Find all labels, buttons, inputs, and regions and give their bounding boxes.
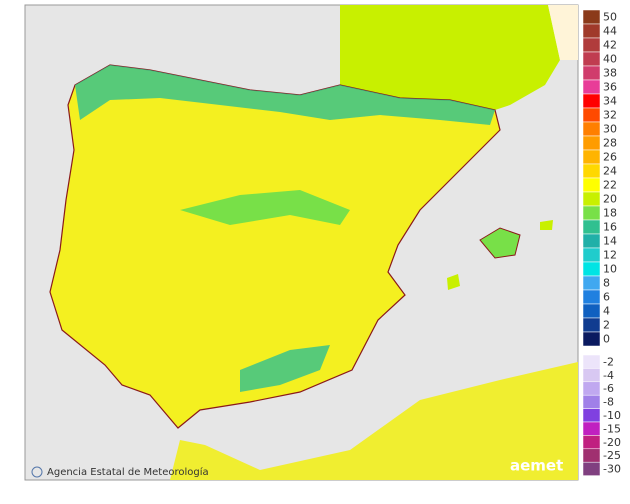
legend-swatch [582, 93, 601, 109]
legend-label: 0 [603, 333, 610, 346]
legend-label: 20 [603, 193, 617, 206]
legend-label: 4 [603, 305, 610, 318]
legend-label: 40 [603, 53, 617, 66]
legend-swatch [582, 354, 601, 369]
menorca [540, 220, 553, 230]
legend-label: 22 [603, 179, 617, 192]
top-right-land [548, 5, 578, 60]
legend-swatch [582, 135, 601, 151]
legend-swatch [582, 289, 601, 305]
north-band [75, 65, 495, 125]
legend-label: -25 [603, 449, 621, 462]
legend-label: -6 [603, 382, 614, 395]
legend-swatch [582, 247, 601, 263]
legend-swatch [582, 23, 601, 39]
legend-label: 28 [603, 137, 617, 150]
legend-label: -2 [603, 355, 614, 368]
south-range [240, 345, 330, 392]
legend-swatch [582, 191, 601, 207]
legend-swatch [582, 275, 601, 291]
credit-icon [31, 466, 43, 478]
legend-swatch [582, 9, 601, 25]
legend-label: -30 [603, 463, 621, 476]
legend-swatch [582, 219, 601, 235]
logo: aemet [510, 457, 563, 475]
legend-label: 42 [603, 39, 617, 52]
legend-swatch [582, 65, 601, 81]
legend-swatch [582, 79, 601, 95]
legend-swatch [582, 233, 601, 249]
legend-label: -8 [603, 396, 614, 409]
legend-label: -15 [603, 422, 621, 435]
legend-swatch [582, 435, 601, 450]
legend-label: 24 [603, 165, 617, 178]
legend-label: 36 [603, 81, 617, 94]
legend-label: -4 [603, 369, 614, 382]
legend-label: 50 [603, 11, 617, 24]
legend-swatch [582, 51, 601, 67]
legend-label: -20 [603, 436, 621, 449]
africa [170, 362, 578, 480]
legend-swatch [582, 149, 601, 165]
legend-swatch [582, 107, 601, 123]
legend-swatch [582, 303, 601, 319]
legend-label: 44 [603, 25, 617, 38]
legend-swatch [582, 37, 601, 53]
legend-label: 12 [603, 249, 617, 262]
legend-label: 14 [603, 235, 617, 248]
legend-label: 6 [603, 291, 610, 304]
legend-swatch [582, 381, 601, 396]
legend-swatch [582, 421, 601, 436]
legend-label: 10 [603, 263, 617, 276]
legend-swatch [582, 331, 601, 347]
france [340, 5, 560, 110]
legend-label: 8 [603, 277, 610, 290]
legend-label: -10 [603, 409, 621, 422]
legend-label: 26 [603, 151, 617, 164]
legend-swatch [582, 163, 601, 179]
legend-swatch [582, 461, 601, 476]
legend-label: 2 [603, 319, 610, 332]
central-range [180, 190, 350, 225]
credit: Agencia Estatal de Meteorología [47, 466, 209, 478]
legend-swatch [582, 408, 601, 423]
legend-label: 16 [603, 221, 617, 234]
legend-label: 34 [603, 95, 617, 108]
legend-swatch [582, 448, 601, 463]
legend-label: 38 [603, 67, 617, 80]
legend-swatch [582, 177, 601, 193]
mallorca [479, 227, 521, 259]
legend-label: 30 [603, 123, 617, 136]
legend-label: 18 [603, 207, 617, 220]
legend-swatch [582, 394, 601, 409]
legend-swatch [582, 317, 601, 333]
legend-swatch [582, 121, 601, 137]
legend-label: 32 [603, 109, 617, 122]
ibiza [447, 274, 460, 290]
legend-swatch [582, 205, 601, 221]
legend-swatch [582, 261, 601, 277]
legend-swatch [582, 368, 601, 383]
